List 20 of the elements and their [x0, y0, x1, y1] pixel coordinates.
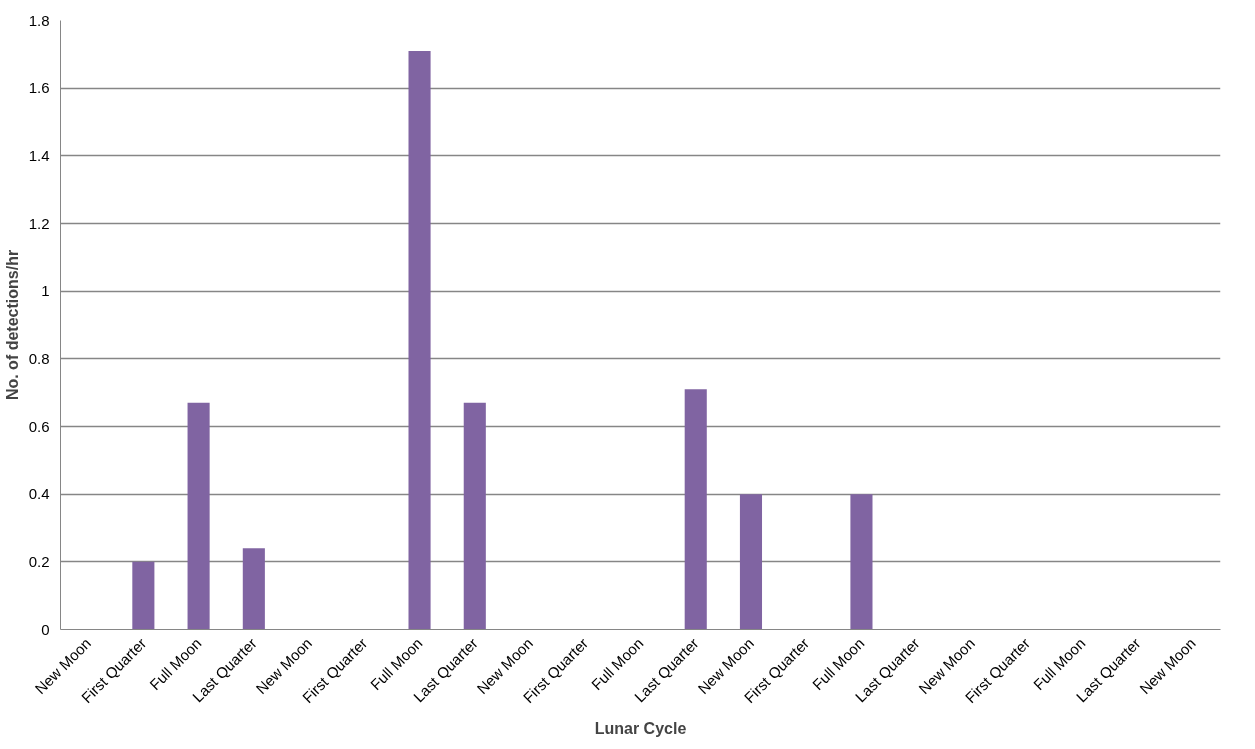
y-tick-label: 1.6 [28, 79, 50, 97]
x-axis-title: Lunar Cycle [594, 720, 687, 738]
bar [187, 402, 210, 630]
bar [408, 50, 431, 630]
y-tick-label: 0.4 [28, 485, 50, 503]
bar [132, 561, 155, 630]
y-tick-label: 1.8 [28, 11, 50, 29]
bar [242, 548, 265, 630]
bar [463, 402, 486, 630]
y-tick-label: 0.2 [28, 552, 50, 570]
y-axis-title: No. of detections/hr [3, 249, 21, 401]
y-tick-label: 1.4 [28, 146, 50, 164]
y-tick-label: 0.6 [28, 417, 50, 435]
y-tick-label: 0 [41, 620, 50, 638]
y-tick-label: 1 [41, 282, 50, 300]
y-tick-label: 0.8 [28, 349, 50, 367]
y-tick-label: 1.2 [28, 214, 50, 232]
bar [684, 389, 707, 630]
bar [850, 494, 873, 630]
bar [739, 494, 763, 630]
